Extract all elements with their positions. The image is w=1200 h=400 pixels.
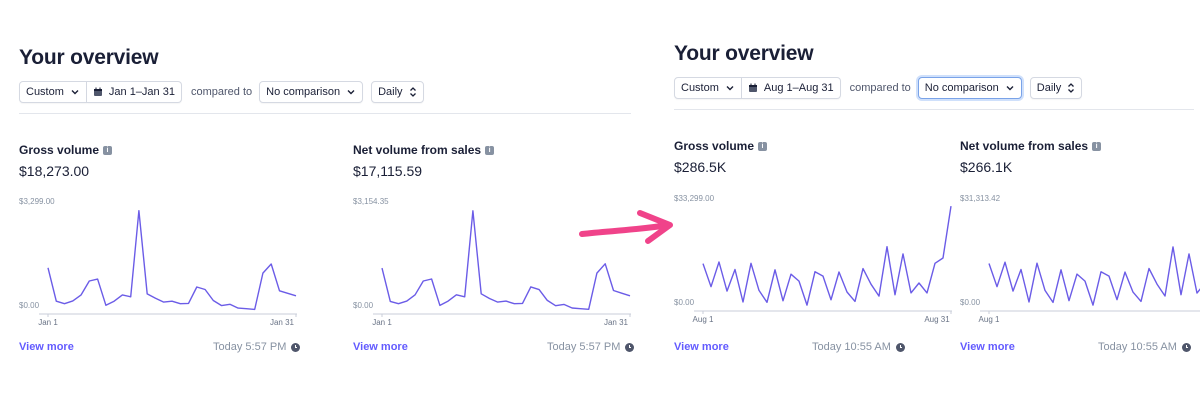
- metric-value: $266.1K: [960, 159, 1101, 175]
- page-title: Your overview: [19, 46, 158, 70]
- y-max-label: $31,313.42: [960, 194, 1001, 203]
- y-max-label: $3,154.35: [353, 197, 389, 206]
- chevron-down-icon: [725, 83, 735, 93]
- x-tick-label-end: Jan 31: [604, 318, 629, 327]
- timestamp-text: Today 5:57 PM: [213, 341, 286, 353]
- info-icon[interactable]: i: [758, 142, 767, 151]
- net-volume-metric: Net volume from sales i $17,115.59: [353, 143, 494, 179]
- info-icon[interactable]: i: [103, 146, 112, 155]
- view-more-link[interactable]: View more: [960, 341, 1015, 353]
- series-line: [48, 211, 296, 310]
- gross-volume-chart: $3,299.00 $0.00 Jan 1 Jan 31: [19, 196, 297, 326]
- metric-label: Gross volume: [674, 139, 754, 153]
- date-range-picker[interactable]: Jan 1–Jan 31: [87, 81, 182, 103]
- metric-label: Net volume from sales: [353, 143, 481, 157]
- net-volume-metric: Net volume from sales i $266.1K: [960, 139, 1101, 175]
- interval-select[interactable]: Daily: [371, 81, 423, 103]
- date-range-label: Jan 1–Jan 31: [109, 86, 175, 98]
- range-type-dropdown[interactable]: Custom: [674, 77, 742, 99]
- x-tick-label-end: Jan 31: [270, 318, 295, 327]
- timestamp-text: Today 10:55 AM: [812, 341, 891, 353]
- divider: [19, 113, 631, 114]
- overview-panel-august: Your overview Custom Aug 1–Aug 31 compar…: [655, 0, 1200, 400]
- chevron-down-icon: [346, 87, 356, 97]
- comparison-label: No comparison: [266, 86, 340, 98]
- filter-bar: Custom Aug 1–Aug 31 compared to No compa…: [674, 77, 1082, 99]
- x-tick-label-start: Jan 1: [38, 318, 58, 327]
- view-more-link[interactable]: View more: [19, 341, 74, 353]
- x-tick-label-end: Aug 31: [924, 315, 950, 324]
- filter-bar: Custom Jan 1–Jan 31 compared to No compa…: [19, 81, 424, 103]
- view-more-link[interactable]: View more: [674, 341, 729, 353]
- clock-icon: [896, 343, 905, 352]
- metric-value: $17,115.59: [353, 163, 494, 179]
- info-icon[interactable]: i: [485, 146, 494, 155]
- comparison-dropdown[interactable]: No comparison: [259, 81, 363, 103]
- interval-label: Daily: [378, 86, 402, 98]
- metric-label: Gross volume: [19, 143, 99, 157]
- range-type-label: Custom: [681, 82, 719, 94]
- view-more-link[interactable]: View more: [353, 341, 408, 353]
- metric-value: $18,273.00: [19, 163, 112, 179]
- chevron-down-icon: [70, 87, 80, 97]
- page-title: Your overview: [674, 42, 813, 66]
- clock-icon: [1182, 343, 1191, 352]
- updated-timestamp: Today 10:55 AM: [812, 341, 905, 353]
- chevron-down-icon: [1005, 83, 1015, 93]
- y-min-label: $0.00: [353, 301, 374, 310]
- updated-timestamp: Today 5:57 PM: [547, 341, 634, 353]
- gross-volume-chart: $33,299.00 $0.00 Aug 1 Aug 31: [674, 193, 952, 323]
- metric-value: $286.5K: [674, 159, 767, 175]
- clock-icon: [625, 343, 634, 352]
- divider: [674, 109, 1194, 110]
- interval-select[interactable]: Daily: [1030, 77, 1082, 99]
- calendar-icon: [93, 87, 103, 97]
- metric-label: Net volume from sales: [960, 139, 1088, 153]
- updated-timestamp: Today 5:57 PM: [213, 341, 300, 353]
- line-chart: $3,299.00 $0.00 Jan 1 Jan 31: [19, 196, 297, 326]
- comparison-label: No comparison: [925, 82, 999, 94]
- date-range-picker[interactable]: Aug 1–Aug 31: [742, 77, 841, 99]
- y-max-label: $33,299.00: [674, 194, 715, 203]
- date-range-group: Custom Aug 1–Aug 31: [674, 77, 841, 99]
- date-range-label: Aug 1–Aug 31: [764, 82, 834, 94]
- clock-icon: [291, 343, 300, 352]
- range-type-label: Custom: [26, 86, 64, 98]
- comparison-dropdown[interactable]: No comparison: [918, 77, 1022, 99]
- line-chart: $33,299.00 $0.00 Aug 1 Aug 31: [674, 193, 952, 323]
- calendar-icon: [748, 83, 758, 93]
- compared-to-label: compared to: [850, 82, 911, 94]
- y-min-label: $0.00: [960, 298, 981, 307]
- x-tick-label-start: Aug 1: [979, 315, 1000, 324]
- y-min-label: $0.00: [19, 301, 40, 310]
- y-min-label: $0.00: [674, 298, 695, 307]
- compared-to-label: compared to: [191, 86, 252, 98]
- y-max-label: $3,299.00: [19, 197, 55, 206]
- x-tick-label-start: Aug 1: [693, 315, 714, 324]
- gross-volume-metric: Gross volume i $286.5K: [674, 139, 767, 175]
- overview-panel-january: Your overview Custom Jan 1–Jan 31 compar…: [0, 0, 640, 400]
- timestamp-text: Today 10:55 AM: [1098, 341, 1177, 353]
- series-line: [703, 206, 951, 305]
- interval-label: Daily: [1037, 82, 1061, 94]
- series-line: [989, 206, 1200, 305]
- info-icon[interactable]: i: [1092, 142, 1101, 151]
- select-arrows-icon: [409, 86, 417, 98]
- select-arrows-icon: [1067, 82, 1075, 94]
- range-type-dropdown[interactable]: Custom: [19, 81, 87, 103]
- x-tick-label-start: Jan 1: [372, 318, 392, 327]
- date-range-group: Custom Jan 1–Jan 31: [19, 81, 182, 103]
- gross-volume-metric: Gross volume i $18,273.00: [19, 143, 112, 179]
- updated-timestamp: Today 10:55 AM: [1098, 341, 1191, 353]
- timestamp-text: Today 5:57 PM: [547, 341, 620, 353]
